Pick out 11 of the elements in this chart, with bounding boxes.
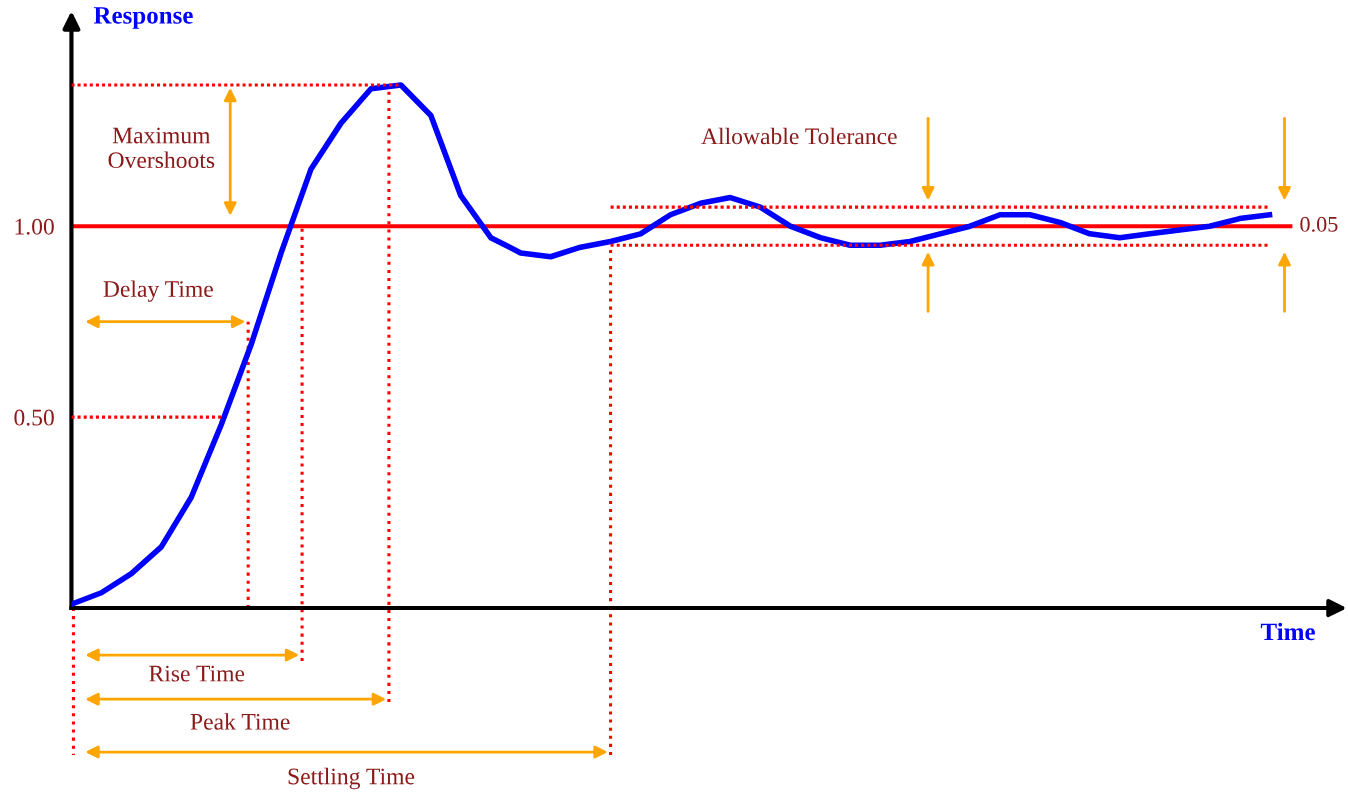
text: Peak Time	[190, 713, 290, 730]
x-axis-title: Time	[1260, 622, 1315, 641]
text: Settling Time	[288, 767, 415, 790]
annotation: Allowable Tolerance	[701, 127, 897, 145]
y-axis-title: Response	[93, 7, 193, 29]
text: 0.05	[1300, 216, 1338, 232]
annotation: Delay Time	[103, 280, 213, 302]
text: Rise Time	[149, 665, 245, 682]
annotation: Maximum Overshoots	[108, 127, 215, 169]
y-tick-label: 0.50	[14, 409, 54, 426]
y-tick-label: 1.00	[15, 218, 54, 235]
